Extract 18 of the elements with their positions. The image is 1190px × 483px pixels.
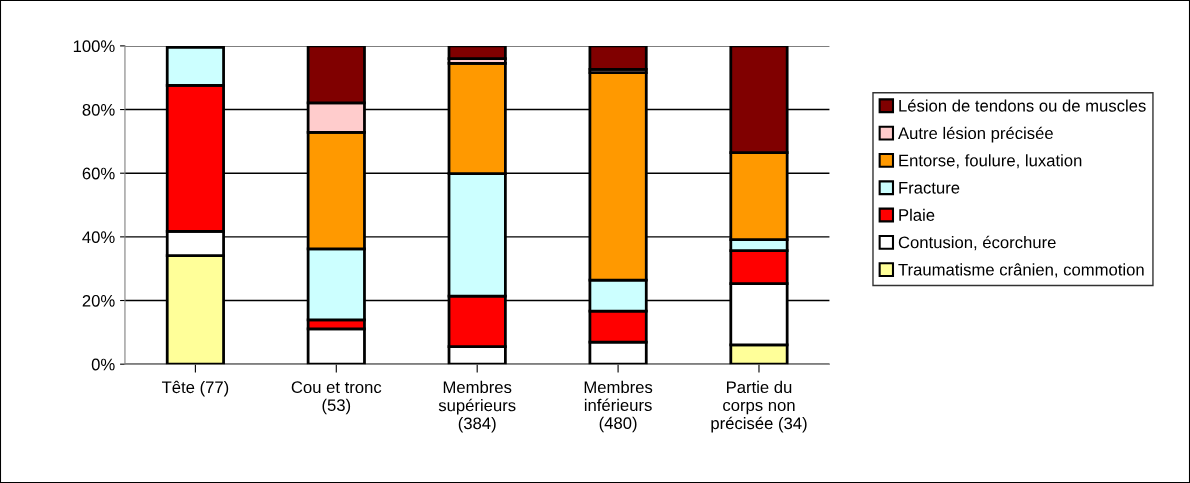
legend-label: Autre lésion précisée xyxy=(898,126,1053,143)
y-tick-label: 20% xyxy=(82,294,115,307)
y-tick-label: 0% xyxy=(91,358,115,371)
x-tick-label: Membres inférieurs (480) xyxy=(584,380,653,433)
x-tick-label: Tête (77) xyxy=(161,380,229,397)
y-tick-label: 60% xyxy=(82,167,115,180)
legend-label: Plaie xyxy=(899,208,935,221)
legend-label: Fracture xyxy=(899,182,960,194)
y-tick-label: 80% xyxy=(82,103,115,116)
legend-label: Entorse, foulure, luxation xyxy=(899,154,1082,169)
legend-label: Contusion, écorchure xyxy=(898,235,1056,251)
legend-label: Traumatisme crânien, commotion xyxy=(898,263,1144,278)
y-tick-label: 100% xyxy=(73,40,115,53)
x-tick-label: Membres supérieurs (384) xyxy=(438,380,516,433)
y-tick-label: 40% xyxy=(82,231,115,244)
x-tick-label: Cou et tronc (53) xyxy=(291,381,382,415)
legend-label: Lésion de tendons ou de muscles xyxy=(899,99,1146,112)
x-tick-label: Partie du corps non précisée (34) xyxy=(711,380,807,433)
